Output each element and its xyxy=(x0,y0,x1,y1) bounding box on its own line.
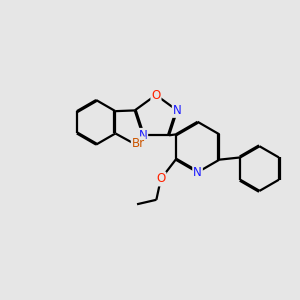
Text: O: O xyxy=(156,172,165,185)
Text: Br: Br xyxy=(132,137,145,150)
Text: O: O xyxy=(151,88,160,101)
Text: N: N xyxy=(139,129,147,142)
Text: N: N xyxy=(173,104,182,117)
Text: N: N xyxy=(193,166,202,179)
